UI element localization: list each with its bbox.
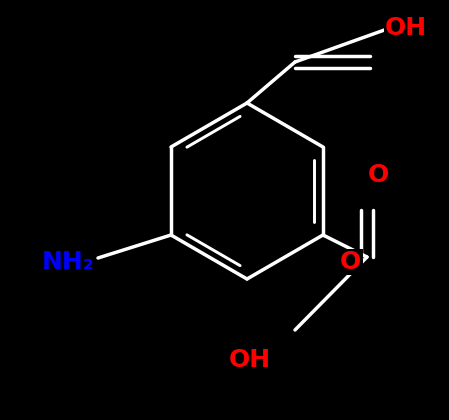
- Text: NH₂: NH₂: [42, 250, 94, 274]
- Text: O: O: [368, 163, 389, 187]
- Text: O: O: [340, 250, 361, 274]
- Text: OH: OH: [229, 348, 271, 372]
- Text: OH: OH: [385, 16, 427, 40]
